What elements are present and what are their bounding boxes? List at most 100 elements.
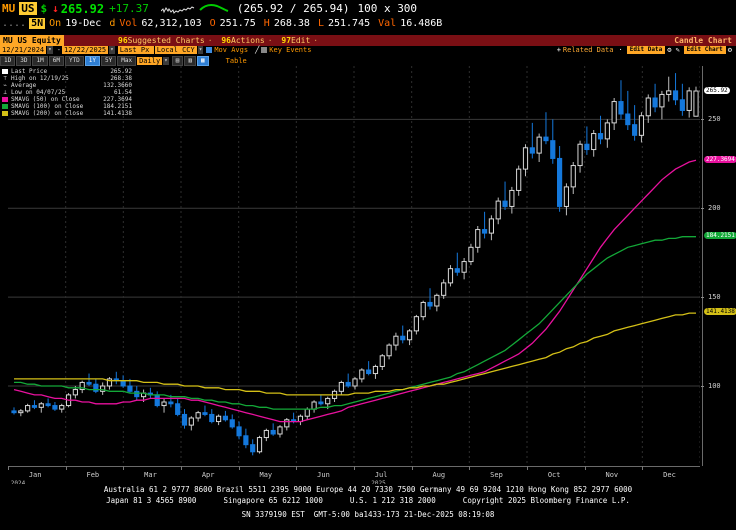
chart-style-bar-icon[interactable]: ▤ bbox=[171, 56, 184, 66]
on-date-value: 19-Dec bbox=[65, 18, 102, 29]
date-to-dropdown-icon[interactable]: ▾ bbox=[109, 46, 115, 54]
price-field-select[interactable]: Last Px bbox=[117, 46, 154, 54]
ticker-header-row-primary: MU US $ ↓ 265.92 +17.37 (265.92 / 265.94… bbox=[2, 1, 417, 16]
related-data-label[interactable]: Related Data bbox=[562, 46, 614, 54]
period-button-ytd[interactable]: YTD bbox=[64, 56, 84, 66]
period-button-1y[interactable]: 1Y bbox=[84, 56, 101, 66]
key-events-label[interactable]: Key Events bbox=[269, 46, 312, 54]
x-axis-year-label: 2025 bbox=[371, 480, 385, 487]
date-to-input[interactable]: 12/22/2025 bbox=[62, 46, 109, 54]
ticker-country-code[interactable]: US bbox=[19, 2, 37, 15]
y-axis-tick-label: 250 bbox=[708, 115, 721, 124]
legend-row: SMAVG (200) on Close 141.4138 bbox=[2, 110, 132, 117]
date-from-input[interactable]: 12/21/2024 bbox=[0, 46, 47, 54]
legend-label-high: High on 12/19/25 bbox=[11, 75, 69, 82]
row-dots: .... bbox=[2, 18, 27, 29]
ticker-currency: $ bbox=[40, 2, 48, 15]
footer: Australia 61 2 9777 8600 Brazil 5511 239… bbox=[0, 484, 736, 530]
legend-label-average: Average bbox=[11, 82, 37, 89]
x-axis-tick-label: Mar bbox=[144, 471, 157, 479]
date-range-dash: - bbox=[56, 46, 61, 54]
x-axis-tick-mark bbox=[411, 466, 413, 470]
key-events-checkbox[interactable] bbox=[261, 47, 268, 53]
edit-data-button[interactable]: Edit Data bbox=[626, 46, 666, 54]
mov-avgs-label[interactable]: Mov Avgs bbox=[214, 46, 249, 54]
chart-style-selected-icon[interactable]: ▦ bbox=[197, 56, 209, 66]
legend-marker-smavg-200 bbox=[2, 111, 8, 116]
y-axis-tick-label: 100 bbox=[708, 382, 721, 390]
period-button-1d[interactable]: 1D bbox=[0, 56, 16, 66]
x-axis-tick-label: Feb bbox=[86, 471, 100, 479]
x-axis-tick-mark bbox=[642, 466, 644, 470]
open-value: 251.75 bbox=[219, 18, 256, 29]
y-axis-tick-label: 150 bbox=[708, 293, 721, 302]
y-axis-tick-mark bbox=[701, 297, 704, 299]
period-code: d bbox=[109, 18, 116, 29]
menu-item-suggested-charts[interactable]: 96Suggested Charts bbox=[118, 36, 208, 45]
x-axis-tick-mark bbox=[527, 466, 528, 470]
table-toggle-label[interactable]: Table bbox=[225, 57, 247, 65]
period-button-max[interactable]: Max bbox=[117, 56, 137, 66]
volume-label: Vol bbox=[119, 18, 138, 29]
x-axis-tick-label: Apr bbox=[201, 471, 215, 479]
x-axis-tick-mark bbox=[8, 466, 9, 470]
y-axis-tick-mark bbox=[701, 208, 704, 210]
price-direction-arrow-icon: ↓ bbox=[52, 2, 59, 15]
legend-value-low: 61.54 bbox=[113, 89, 132, 96]
toolbar-row-dates: 12/21/2024 ▾ -12/22/2025 ▾ Last Px Local CCY ▾… bbox=[0, 46, 736, 56]
y-axis-tick-mark bbox=[701, 119, 704, 121]
legend-row: SMAVG (100) on Close 184.2151 bbox=[2, 103, 132, 110]
toolbar-row-periods: 1D 3D 1M 6M YTD 1Y 5Y Max Daily ▾ ▤ ▥ ▦ Table bbox=[0, 56, 736, 66]
open-label: O bbox=[209, 18, 216, 29]
related-data-dot-icon: · bbox=[618, 46, 623, 54]
period-button-6m[interactable]: 6M bbox=[48, 56, 64, 66]
edit-chart-pencil-icon[interactable]: ✎ bbox=[675, 46, 680, 54]
ticker-symbol[interactable]: MU bbox=[2, 2, 16, 15]
legend-label-smavg-50: SMAVG (50) on Close bbox=[11, 96, 80, 103]
x-axis-tick-mark bbox=[123, 466, 125, 470]
y-axis-price-tag: 227.3694 bbox=[704, 155, 736, 163]
menu-key-edit: 97 bbox=[281, 36, 292, 45]
x-axis-tick-label: Jul bbox=[374, 471, 388, 479]
mov-avgs-checkbox[interactable] bbox=[206, 47, 213, 53]
period-button-5y[interactable]: 5Y bbox=[101, 56, 117, 66]
menu-item-actions[interactable]: 96Actions bbox=[221, 36, 267, 45]
edit-chart-button[interactable]: Edit Chart bbox=[683, 46, 726, 54]
y-axis-price-tag: 265.92 bbox=[704, 87, 730, 95]
period-button-1m[interactable]: 1M bbox=[32, 56, 48, 66]
legend-marker-smavg-50 bbox=[2, 97, 8, 102]
y-axis-price-tag: 141.4138 bbox=[704, 308, 736, 316]
command-bar-menu: 96Suggested Charts · 96Actions · 97Edit · bbox=[118, 35, 322, 46]
legend-label-smavg-200: SMAVG (200) on Close bbox=[11, 110, 84, 117]
security-name-field[interactable]: MU US Equity bbox=[0, 35, 64, 46]
interval-dropdown-icon[interactable]: ▾ bbox=[163, 57, 169, 65]
menu-key-actions: 96 bbox=[221, 36, 231, 45]
legend-label-low: Low on 04/07/25 bbox=[11, 89, 66, 96]
settings-icon[interactable]: ⚙ bbox=[727, 46, 732, 54]
chart-plot-area[interactable] bbox=[8, 66, 701, 466]
edit-chart-gear-icon[interactable]: ⚙ bbox=[667, 46, 672, 54]
period-button-3d[interactable]: 3D bbox=[16, 56, 32, 66]
x-axis: Jan Feb Mar Apr May Jun Jul Aug Sep Oct Nov Dec 2024… bbox=[8, 466, 736, 488]
footer-session-info: SN 3379190 EST GMT-5:00 ba1433-173 21-De… bbox=[241, 510, 495, 519]
menu-label-edit: Edit bbox=[291, 36, 311, 45]
y-axis-tick-label: 200 bbox=[708, 204, 721, 213]
menu-item-edit[interactable]: 97Edit bbox=[281, 36, 313, 45]
ticker-header-row-secondary: .... 5N On 19-Dec d Vol 62,312,103 O 251… bbox=[2, 16, 450, 31]
x-axis-tick-mark bbox=[181, 466, 182, 470]
currency-dropdown-icon[interactable]: ▾ bbox=[197, 46, 204, 54]
legend-label-smavg-100: SMAVG (100) on Close bbox=[11, 103, 84, 110]
interval-select[interactable]: Daily bbox=[137, 57, 163, 65]
command-bar: MU US Equity 96Suggested Charts · 96Actio… bbox=[0, 35, 736, 46]
x-axis-tick-mark bbox=[296, 466, 298, 470]
currency-select[interactable]: Local CCY bbox=[154, 46, 197, 54]
x-axis-tick-mark bbox=[584, 466, 586, 470]
footer-contacts-line2: Japan 81 3 4565 8900 Singapore 65 6212 1… bbox=[106, 496, 630, 505]
x-axis-tick-label: Sep bbox=[490, 471, 503, 479]
on-label: On bbox=[49, 18, 62, 29]
date-from-dropdown-icon[interactable]: ▾ bbox=[47, 46, 53, 54]
legend-row: ⊤ High on 12/19/25 268.38 bbox=[2, 75, 132, 82]
menu-label-actions: Actions bbox=[231, 36, 265, 45]
chart-style-candle-icon[interactable]: ▥ bbox=[184, 56, 197, 66]
